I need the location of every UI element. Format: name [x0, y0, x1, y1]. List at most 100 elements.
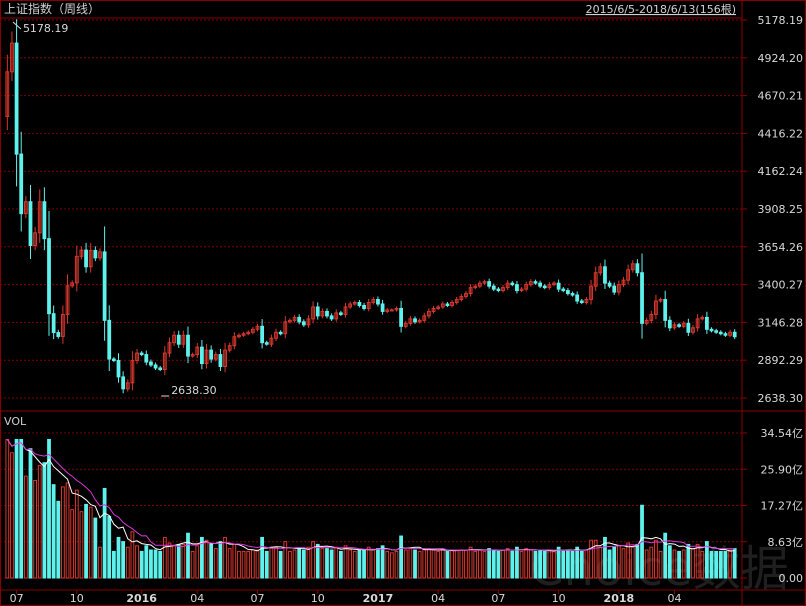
candle-body [445, 303, 450, 306]
candle-body [121, 376, 126, 390]
volume-bar [473, 550, 478, 579]
volume-bar [23, 475, 28, 579]
volume-bar [223, 536, 227, 579]
volume-bar [320, 548, 325, 579]
volume-bar [450, 549, 454, 579]
volume-tick-label: 0.00 [779, 572, 804, 585]
volume-bar [274, 546, 278, 579]
candle-body [288, 319, 292, 323]
volume-bar [325, 548, 329, 579]
candle-body [42, 201, 47, 240]
candle-body [501, 287, 505, 292]
volume-bar [10, 452, 14, 579]
candle-body [598, 266, 603, 274]
date-tick-label: 07 [250, 592, 264, 605]
candle-body [607, 282, 612, 287]
volume-bar [292, 549, 297, 579]
candle-body [107, 319, 112, 360]
volume-bar [496, 550, 501, 579]
candle-body [528, 281, 533, 286]
candle-body [413, 318, 417, 323]
volume-bar [158, 550, 163, 579]
volume-bar [343, 545, 348, 579]
volume-bar [306, 546, 311, 579]
annotation-pointer [12, 21, 22, 30]
date-tick-label: 10 [311, 592, 325, 605]
candle-body [186, 334, 190, 357]
candle-body [473, 285, 478, 289]
date-range-label[interactable]: 2015/6/5-2018/6/13(156根) [586, 2, 736, 16]
volume-bar [348, 549, 353, 579]
volume-bar [65, 482, 70, 579]
volume-bar [338, 550, 343, 579]
chart-title: 上证指数（周线） [4, 1, 100, 16]
candle-body [482, 281, 487, 284]
candle-body [255, 325, 260, 330]
candle-body [28, 201, 33, 246]
candle-body [195, 346, 200, 356]
volume-bar [399, 535, 404, 579]
volume-bar [227, 548, 232, 579]
volume-bar [162, 536, 167, 579]
volume-bar [264, 550, 269, 579]
candle-body [422, 315, 427, 321]
candle-body [357, 301, 362, 306]
candle-body [56, 332, 61, 337]
volume-bar [130, 531, 135, 579]
candle-body [505, 282, 510, 289]
volume-bar [311, 541, 315, 579]
candle-body [130, 360, 135, 384]
candle-body [37, 201, 42, 234]
candle-body [311, 306, 315, 320]
volume-bar [695, 543, 700, 579]
volume-bar [107, 515, 112, 579]
candle-body [700, 316, 705, 320]
volume-bar [579, 550, 584, 579]
candle-body [579, 300, 584, 303]
date-tick-label: 2016 [126, 592, 157, 605]
candle-body [519, 288, 524, 292]
candle-body [556, 282, 561, 290]
candle-body [47, 238, 51, 315]
candle-body [677, 324, 681, 327]
volume-bar [366, 546, 371, 579]
volume-bar [237, 550, 241, 579]
volume-bar [288, 550, 292, 579]
candle-body [403, 322, 408, 327]
volume-bar [732, 548, 737, 579]
volume-bar [135, 545, 139, 579]
volume-bar [714, 550, 719, 579]
volume-bar [422, 548, 427, 579]
candle-body [672, 324, 677, 329]
volume-bar [213, 548, 218, 579]
candle-body [487, 281, 492, 287]
volume-bar [519, 550, 524, 579]
candle-body [626, 269, 631, 281]
candle-body [33, 232, 38, 246]
candle-body [663, 299, 668, 321]
candle-body [399, 307, 404, 327]
candle-body [366, 301, 371, 309]
candle-body [394, 307, 399, 311]
date-tick-label: 04 [190, 592, 204, 605]
candle-body [450, 301, 454, 306]
volume-bar [672, 549, 677, 579]
candle-body [190, 354, 195, 357]
volume-bar [556, 546, 561, 579]
candle-body [362, 304, 366, 309]
candle-body [149, 361, 153, 366]
candle-body [14, 42, 19, 155]
candle-body [667, 319, 672, 329]
candle-body [88, 249, 93, 268]
volume-bar [195, 545, 200, 579]
volume-bar [362, 549, 366, 579]
grid-lines [0, 19, 742, 579]
volume-bar [28, 448, 33, 579]
price-tick-label: 3908.25 [758, 203, 804, 216]
volume-bar [700, 550, 705, 579]
price-tick-label: 4670.21 [758, 90, 804, 103]
volume-bar [445, 550, 450, 579]
candle-body [135, 352, 139, 362]
volume-bar [515, 546, 519, 579]
